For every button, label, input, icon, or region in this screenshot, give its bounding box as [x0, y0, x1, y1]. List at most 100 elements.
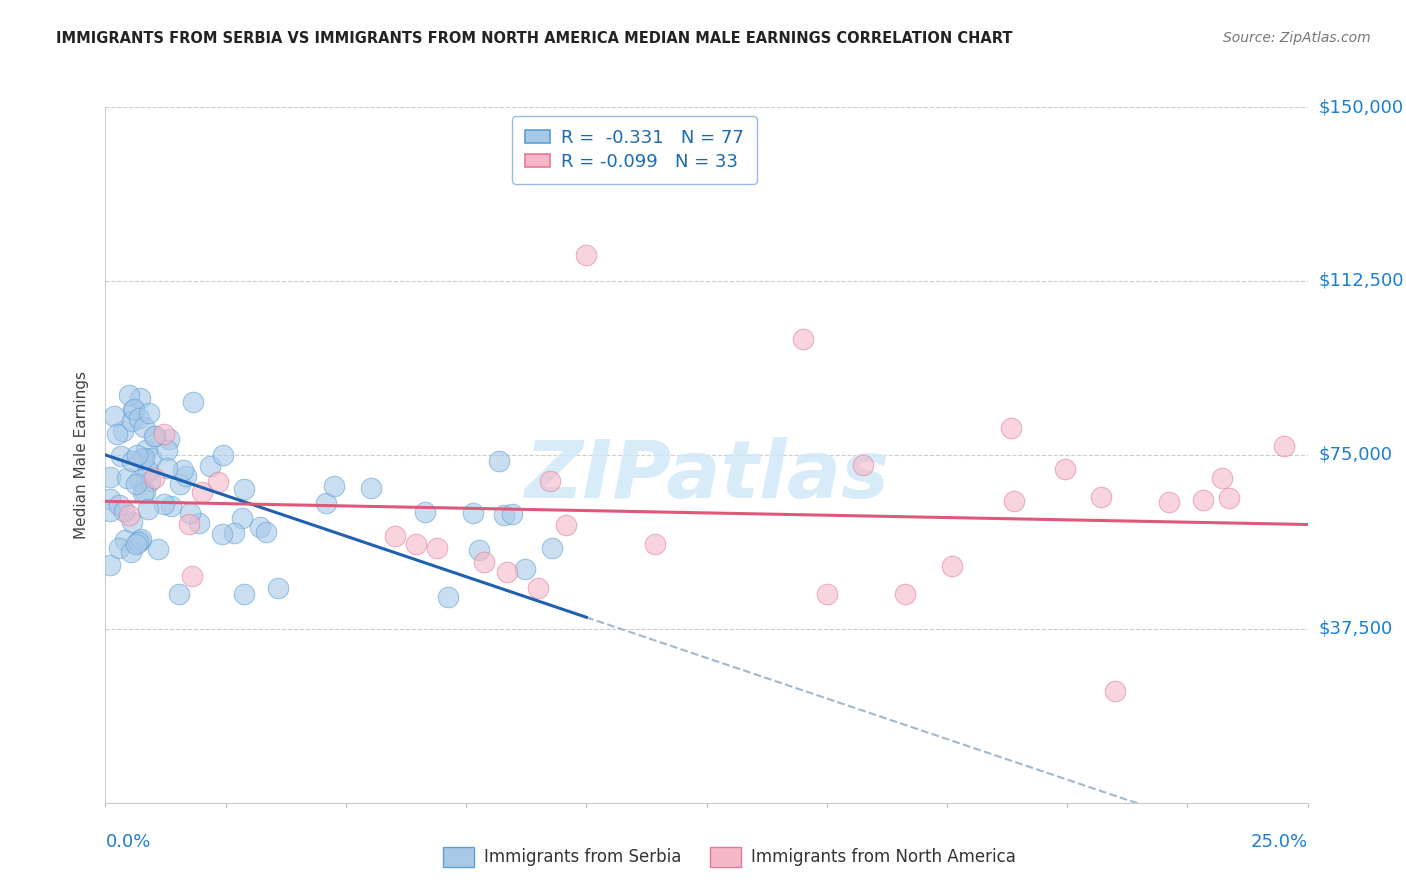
Text: IMMIGRANTS FROM SERBIA VS IMMIGRANTS FROM NORTH AMERICA MEDIAN MALE EARNINGS COR: IMMIGRANTS FROM SERBIA VS IMMIGRANTS FRO… [56, 31, 1012, 46]
Text: $150,000: $150,000 [1319, 98, 1403, 116]
Point [98, 492, 121, 507]
Point [894, 587, 917, 601]
Point [384, 529, 406, 543]
Point [232, 587, 254, 601]
Point [644, 537, 666, 551]
Point [128, 410, 150, 425]
Point [224, 526, 246, 541]
Point [267, 581, 290, 595]
Point [488, 453, 510, 467]
Point [1211, 471, 1233, 485]
Point [1104, 684, 1126, 698]
Point [200, 459, 222, 474]
Point [153, 427, 176, 442]
Text: 0.0%: 0.0% [105, 833, 150, 851]
Point [118, 387, 141, 401]
Point [792, 332, 814, 346]
Point [1272, 439, 1295, 453]
Point [98, 504, 121, 518]
Point [121, 454, 143, 468]
Point [143, 429, 166, 443]
Text: ZIPatlas: ZIPatlas [524, 437, 889, 515]
Point [190, 485, 212, 500]
Point [132, 485, 155, 500]
Point [114, 533, 136, 547]
Point [254, 524, 277, 539]
Point [157, 432, 180, 446]
Point [142, 471, 165, 485]
Point [122, 402, 145, 417]
Point [129, 392, 152, 406]
Point [472, 555, 495, 569]
Point [156, 461, 179, 475]
Point [167, 587, 190, 601]
Point [249, 520, 271, 534]
Point [139, 474, 162, 488]
Point [152, 497, 174, 511]
Point [115, 471, 138, 485]
Point [120, 545, 142, 559]
Text: Immigrants from North America: Immigrants from North America [751, 848, 1015, 866]
Point [575, 248, 598, 262]
Point [98, 558, 121, 572]
Point [468, 543, 491, 558]
Point [103, 409, 125, 424]
Point [463, 506, 485, 520]
Point [211, 527, 233, 541]
Text: $75,000: $75,000 [1319, 446, 1393, 464]
Point [852, 458, 875, 472]
Point [124, 401, 146, 416]
Legend: R =  -0.331   N = 77, R = -0.099   N = 33: R = -0.331 N = 77, R = -0.099 N = 33 [512, 116, 756, 184]
Point [188, 516, 211, 530]
Point [181, 394, 204, 409]
Point [141, 451, 163, 466]
Point [538, 475, 561, 489]
Point [121, 515, 143, 529]
Point [501, 508, 523, 522]
Point [136, 464, 159, 478]
Point [98, 470, 121, 484]
Point [127, 535, 149, 549]
Point [112, 424, 135, 438]
Point [125, 537, 148, 551]
Point [127, 448, 149, 462]
Point [181, 569, 204, 583]
Point [233, 483, 256, 497]
Point [1090, 491, 1112, 505]
Point [495, 566, 517, 580]
Text: $112,500: $112,500 [1319, 272, 1405, 290]
Point [107, 498, 129, 512]
Point [207, 475, 229, 490]
Point [415, 505, 437, 519]
Point [134, 451, 156, 466]
Point [142, 429, 165, 443]
Point [541, 541, 564, 555]
Point [436, 590, 458, 604]
Point [156, 443, 179, 458]
Point [174, 468, 197, 483]
Point [129, 532, 152, 546]
Point [128, 473, 150, 487]
Point [1002, 493, 1025, 508]
Point [110, 449, 132, 463]
Text: Source: ZipAtlas.com: Source: ZipAtlas.com [1223, 31, 1371, 45]
Point [160, 499, 183, 513]
Point [118, 508, 141, 523]
Point [1192, 492, 1215, 507]
Point [323, 479, 346, 493]
Point [1054, 462, 1077, 476]
Point [426, 541, 449, 556]
Point [134, 485, 156, 500]
Point [527, 581, 550, 595]
Point [105, 426, 128, 441]
Point [1218, 491, 1240, 506]
Point [138, 406, 160, 420]
Point [405, 537, 427, 551]
Point [136, 502, 159, 516]
Point [148, 541, 170, 556]
Point [132, 420, 155, 434]
Y-axis label: Median Male Earnings: Median Male Earnings [75, 371, 90, 539]
Point [129, 533, 152, 548]
Point [554, 518, 576, 533]
Point [131, 452, 153, 467]
